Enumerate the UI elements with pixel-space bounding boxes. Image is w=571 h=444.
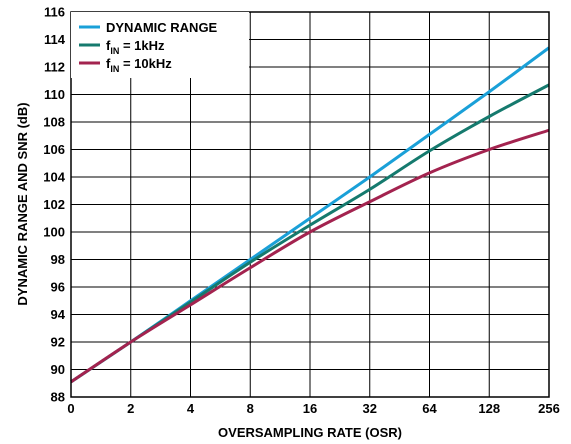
y-tick-label: 88: [51, 390, 65, 405]
legend-label-main: f: [106, 38, 111, 53]
legend-label-subscript: IN: [110, 46, 119, 56]
y-tick-label: 110: [44, 87, 65, 102]
plot-frame: [70, 11, 550, 398]
y-tick-label: 102: [43, 197, 65, 212]
series-line-2: [70, 128, 550, 384]
x-tick-label: 64: [422, 401, 437, 416]
legend-label-1: fIN = 1kHz: [106, 38, 165, 56]
x-tick-label: 32: [363, 401, 377, 416]
y-tick-label: 116: [44, 5, 65, 20]
x-tick-label: 4: [187, 401, 195, 416]
y-tick-label: 106: [43, 142, 65, 157]
legend-label-0: DYNAMIC RANGE: [106, 20, 218, 35]
legend-label-tail: = 10kHz: [119, 56, 172, 71]
y-tick-label: 100: [43, 225, 65, 240]
x-tick-label: 0: [67, 401, 74, 416]
y-tick-label: 92: [51, 335, 65, 350]
y-tick-label: 114: [44, 32, 66, 47]
y-tick-label: 112: [44, 60, 65, 75]
x-tick-label: 2: [127, 401, 134, 416]
y-tick-label: 104: [43, 170, 65, 185]
legend-label-2: fIN = 10kHz: [106, 56, 172, 74]
x-tick-label: 16: [303, 401, 317, 416]
y-tick-label: 98: [51, 252, 65, 267]
x-axis-title: OVERSAMPLING RATE (OSR): [218, 425, 402, 440]
legend-label-tail: = 1kHz: [119, 38, 165, 53]
y-tick-label: 108: [43, 115, 65, 130]
legend-label-main: DYNAMIC RANGE: [106, 20, 218, 35]
y-tick-label: 94: [51, 307, 66, 322]
y-tick-label: 96: [51, 280, 65, 295]
x-tick-labels: 0 2 4 8 16 32 64 128 256: [67, 401, 559, 416]
y-axis-title: DYNAMIC RANGE AND SNR (dB): [15, 102, 30, 305]
legend-label-subscript: IN: [110, 64, 119, 74]
legend-label-main: f: [106, 56, 111, 71]
y-tick-labels: 88 90 92 94 96 98 100 102 104 106 108 110 112 114 116: [43, 5, 65, 405]
x-tick-label: 128: [478, 401, 500, 416]
series-lines: [70, 46, 550, 384]
legend-box: [71, 12, 249, 78]
x-tick-label: 256: [538, 401, 560, 416]
x-tick-label: 8: [247, 401, 254, 416]
y-tick-label: 90: [51, 362, 65, 377]
